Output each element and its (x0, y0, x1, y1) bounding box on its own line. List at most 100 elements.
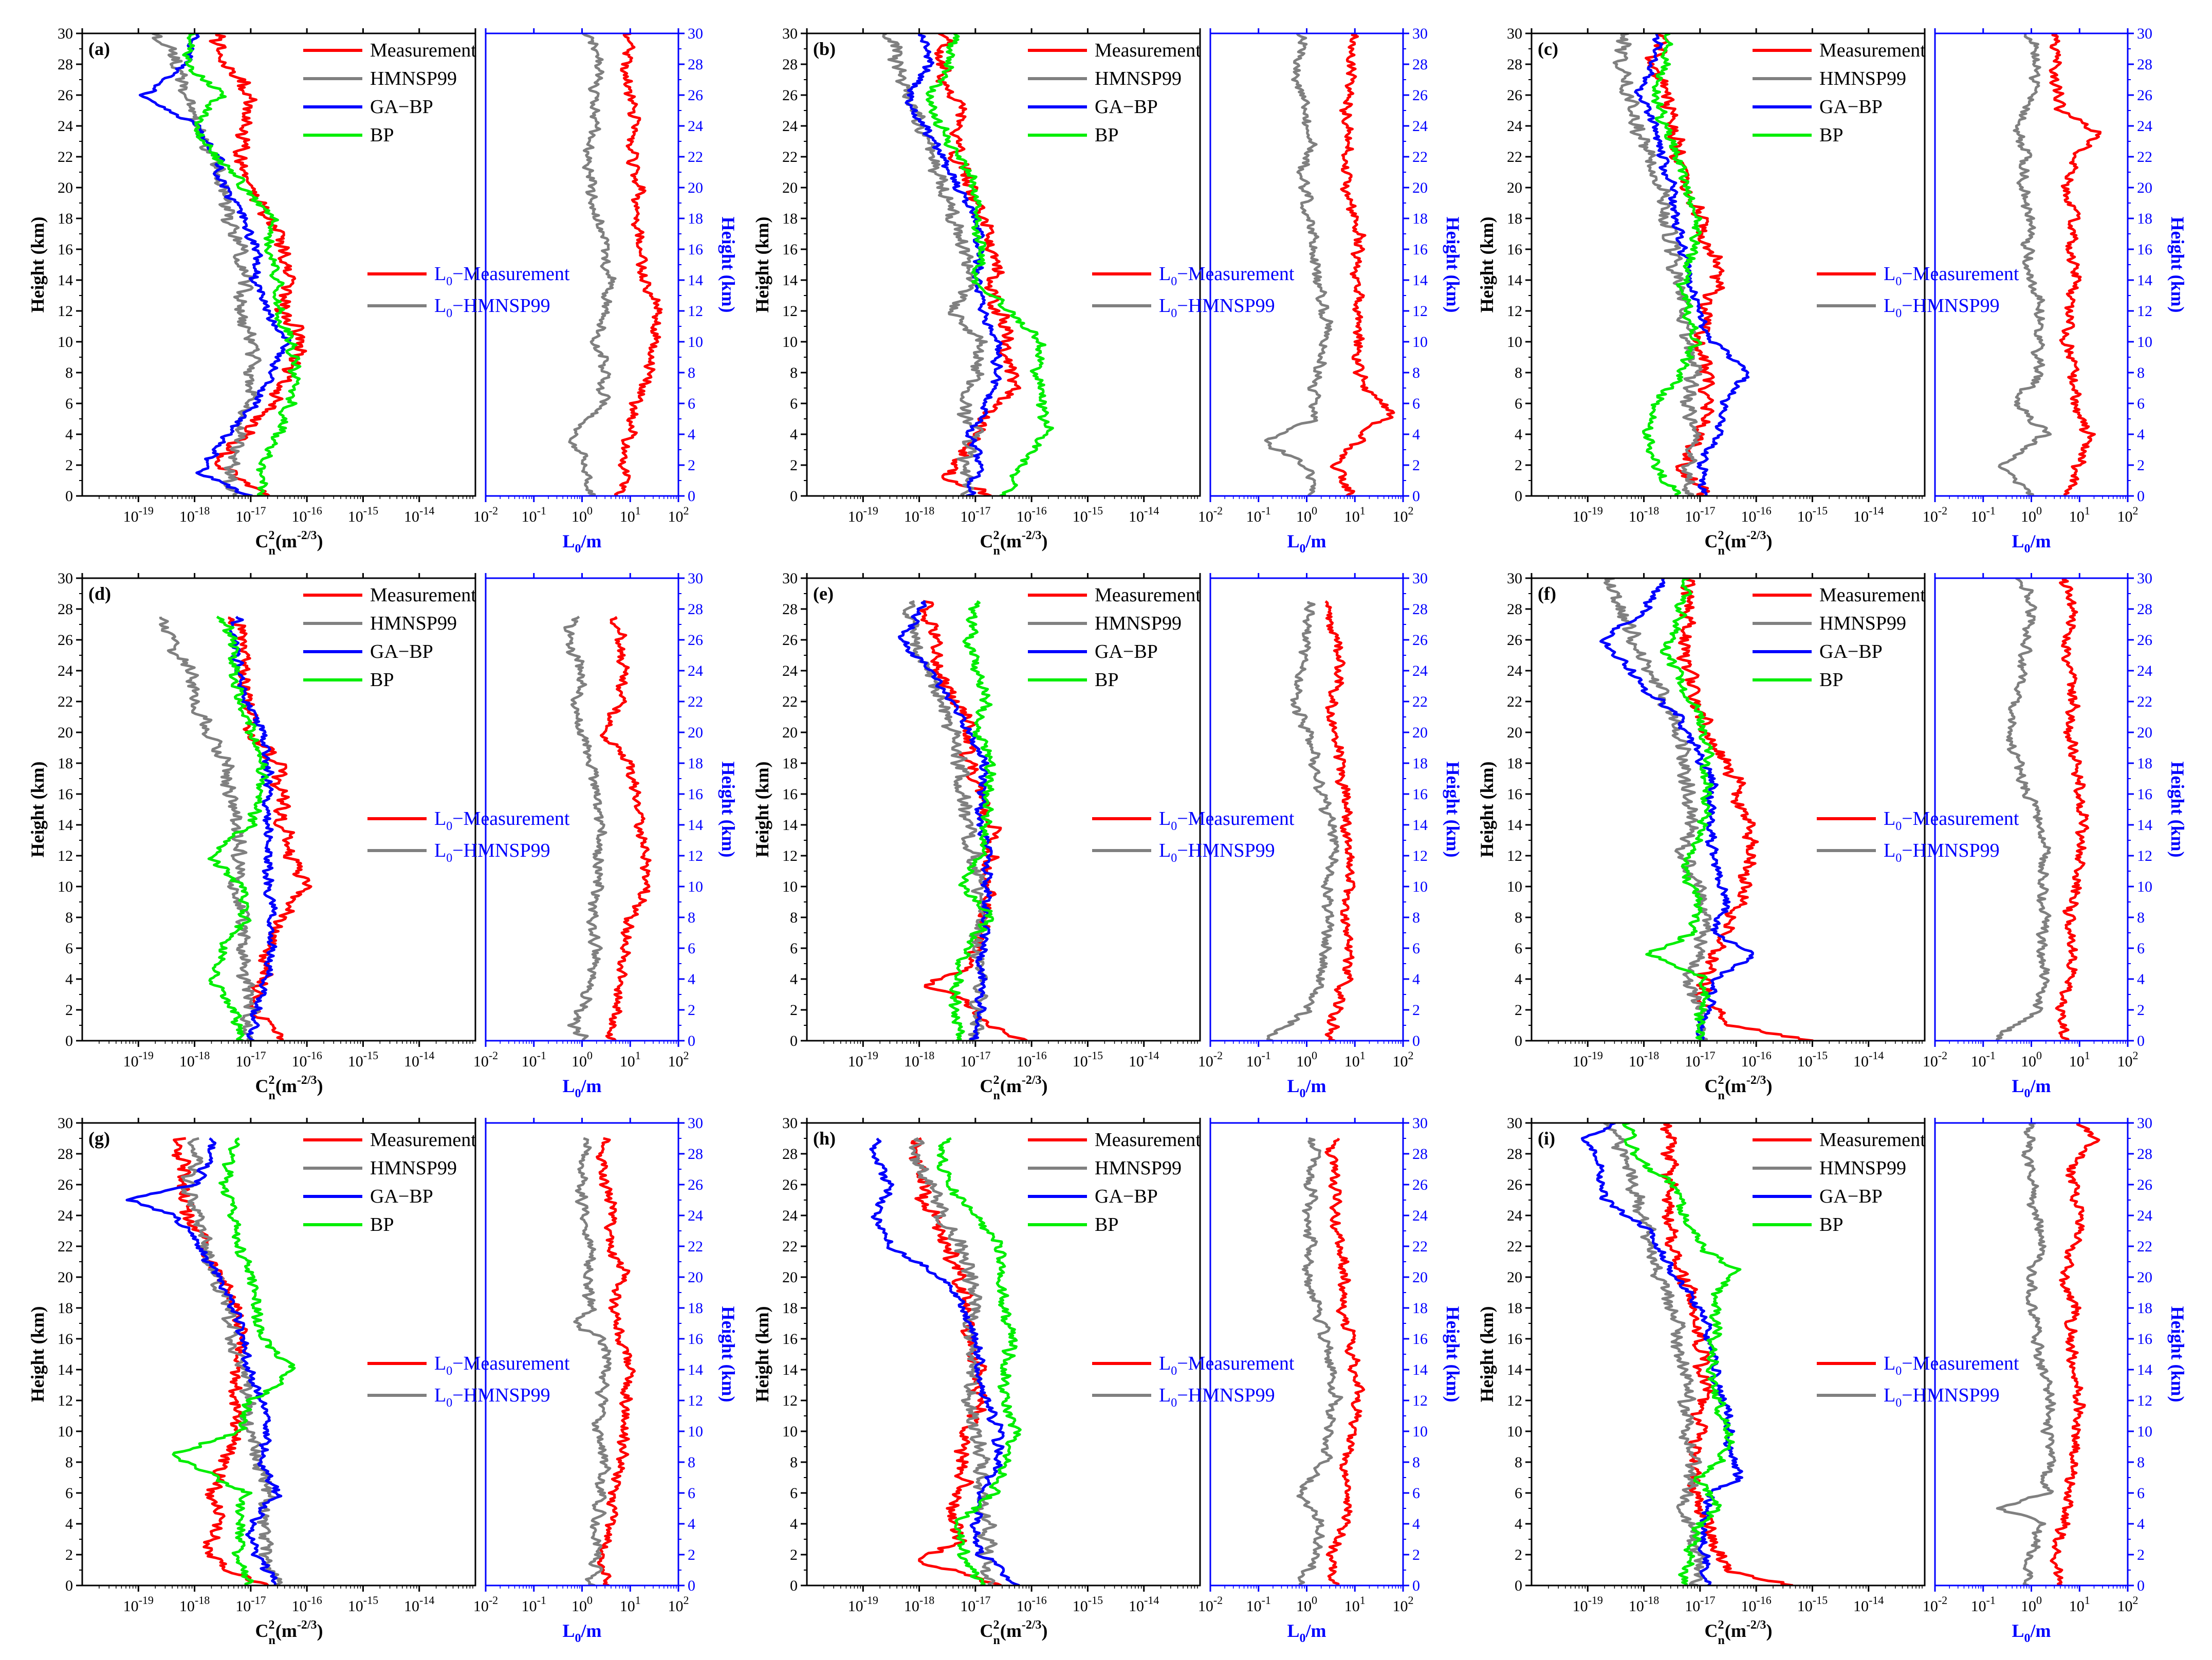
y-tick-label-right: 28 (688, 601, 703, 618)
y-tick-label-right: 6 (1412, 940, 1420, 957)
x-axis-label-cn2: C2 n(m-2/3) (255, 529, 323, 558)
y-tick-label: 0 (65, 1577, 73, 1594)
y-tick-label-right: 2 (688, 1546, 695, 1563)
panel-label: (e) (813, 583, 834, 604)
y-tick-label-right: 0 (2137, 1577, 2145, 1594)
y-tick-label: 22 (1507, 149, 1522, 165)
y-tick-label: 24 (58, 118, 73, 135)
y-tick-label-right: 16 (2137, 1331, 2152, 1348)
x-tick-label: 10-16 (291, 504, 322, 525)
y-tick-label: 22 (58, 149, 73, 165)
y-tick-label: 26 (1507, 1176, 1522, 1193)
y-tick-label-right: 10 (2137, 878, 2152, 895)
legend-label-l0: L0−Measurement (1159, 1353, 1295, 1378)
y-tick-label-right: 8 (1412, 1454, 1420, 1471)
y-tick-label-right: 12 (2137, 847, 2152, 864)
legend-label-l0: L0−Measurement (1884, 808, 2019, 833)
y-tick-label: 8 (790, 909, 798, 926)
legend-label: BP (370, 124, 394, 146)
x-tick-label-l0: 101 (2069, 1594, 2090, 1615)
series-line-gabp (1580, 1123, 1743, 1585)
y-tick-label-right: 2 (2137, 1002, 2145, 1019)
y-tick-label: 24 (1507, 1207, 1522, 1224)
series-line-hmn (1612, 33, 1703, 496)
y-tick-label: 28 (58, 56, 73, 73)
y-tick-label-right: 16 (688, 241, 703, 258)
y-tick-label: 16 (1507, 241, 1522, 258)
x-tick-label-l0: 10-1 (522, 1594, 546, 1615)
y-tick-label: 0 (65, 488, 73, 505)
y-tick-label: 12 (58, 303, 73, 320)
x-tick-label-l0: 101 (1344, 504, 1366, 525)
y-tick-label-right: 8 (688, 909, 695, 926)
y-tick-label-right: 6 (688, 940, 695, 957)
y-tick-label-right: 24 (1412, 118, 1428, 135)
y-tick-label-right: 20 (688, 724, 703, 741)
y-tick-label-right: 28 (2137, 601, 2152, 618)
cn2-series (125, 1137, 296, 1585)
y-tick-label: 2 (1515, 457, 1522, 474)
y-tick-label-right: 26 (688, 87, 703, 104)
legend-label: BP (1819, 1214, 1843, 1235)
y-tick-label: 4 (65, 971, 73, 988)
legend-label-l0: L0−Measurement (434, 263, 570, 288)
y-axis-label: Height (km) (1477, 217, 1497, 313)
series-line-gabp (125, 1137, 283, 1585)
series-line-l0m (600, 616, 652, 1041)
legend-label-l0: L0−HMNSP99 (434, 295, 550, 320)
y-tick-label: 30 (782, 1115, 798, 1132)
x-axis-label-l0: L0/m (562, 1620, 601, 1645)
x-tick-label-l0: 102 (668, 504, 689, 525)
x-tick-label-l0: 10-1 (1971, 1049, 1996, 1070)
x-tick-label: 10-16 (1016, 504, 1046, 525)
x-tick-label-l0: 102 (2117, 1594, 2139, 1615)
y-tick-label: 0 (1515, 1032, 1522, 1049)
y-tick-label-right: 10 (1412, 334, 1428, 351)
legend-label: HMNSP99 (1095, 613, 1182, 634)
y-tick-label: 18 (1507, 210, 1522, 227)
x-tick-label: 10-14 (1129, 504, 1159, 525)
y-tick-label: 30 (58, 1115, 73, 1132)
y-tick-label-right: 28 (688, 1146, 703, 1163)
legend-label-l0: L0−Measurement (1159, 263, 1295, 288)
y-tick-label-right: 8 (2137, 909, 2145, 926)
x-tick-label: 10-15 (348, 1594, 378, 1615)
x-tick-label: 10-14 (404, 1594, 434, 1615)
x-tick-label: 10-14 (1853, 1594, 1884, 1615)
y-tick-label: 4 (1515, 426, 1522, 443)
x-tick-label: 10-19 (848, 1594, 878, 1615)
y-tick-label-right: 12 (1412, 847, 1428, 864)
y-tick-label: 10 (782, 334, 798, 351)
y-tick-label-right: 26 (1412, 87, 1428, 104)
y-axis-label: Height (km) (752, 217, 772, 313)
x-axis-label-l0: L0/m (1287, 1620, 1326, 1645)
x-tick-label: 10-14 (1129, 1049, 1159, 1070)
x-tick-label-l0: 101 (1344, 1049, 1366, 1070)
series-line-l0h (1995, 578, 2052, 1041)
x-tick-label: 10-16 (291, 1049, 322, 1070)
y-tick-label-right: 28 (2137, 56, 2152, 73)
y-tick-label-right: 8 (688, 1454, 695, 1471)
y-tick-label: 0 (790, 1032, 798, 1049)
y-tick-label-right: 14 (1412, 272, 1428, 289)
series-line-l0m (2055, 578, 2090, 1041)
x-tick-label-l0: 10-1 (522, 504, 546, 525)
y-tick-label-right: 10 (2137, 1423, 2152, 1440)
y-tick-label-right: 22 (688, 1238, 703, 1255)
x-tick-label: 10-15 (348, 504, 378, 525)
y-tick-label-right: 18 (1412, 210, 1428, 227)
y-tick-label-right: 2 (688, 1002, 695, 1019)
y-tick-label: 24 (1507, 118, 1522, 135)
series-line-l0m (2049, 33, 2102, 496)
y-tick-label-right: 30 (2137, 1115, 2152, 1132)
y-tick-label-right: 24 (2137, 1207, 2152, 1224)
y-tick-label: 0 (1515, 488, 1522, 505)
y-tick-label-right: 0 (1412, 1032, 1420, 1049)
x-tick-label-l0: 10-2 (473, 1594, 498, 1615)
y-tick-label: 12 (782, 1392, 798, 1409)
y-tick-label: 24 (58, 1207, 73, 1224)
y-tick-label-right: 0 (1412, 1577, 1420, 1594)
y-tick-label-right: 16 (2137, 241, 2152, 258)
x-tick-label-l0: 101 (2069, 1049, 2090, 1070)
